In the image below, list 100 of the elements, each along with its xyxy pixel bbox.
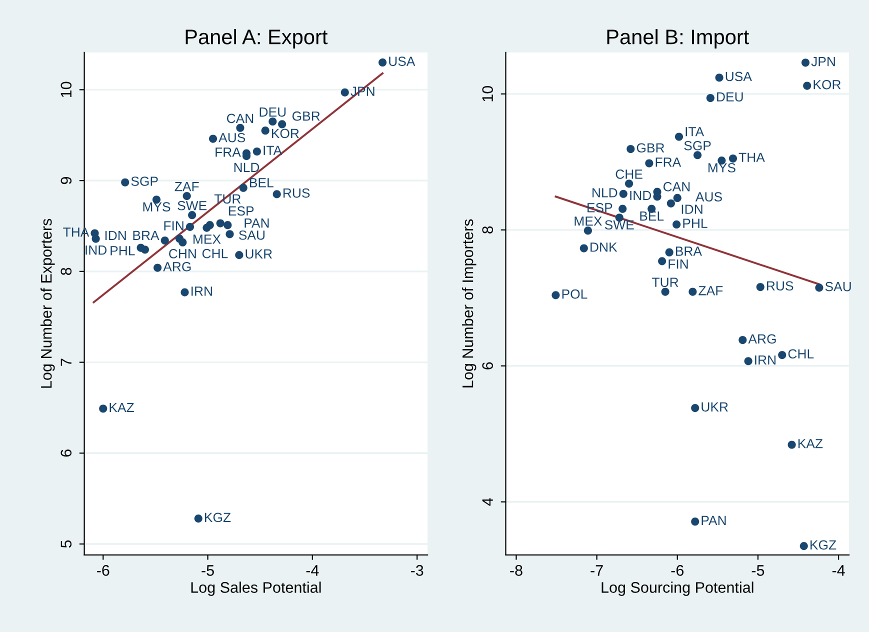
point bbox=[552, 291, 560, 300]
point bbox=[691, 404, 700, 412]
point bbox=[619, 190, 628, 198]
point bbox=[626, 144, 635, 154]
point bbox=[728, 154, 738, 163]
x-tick-label: -4 bbox=[832, 565, 845, 576]
point bbox=[154, 264, 162, 272]
data-label: IRN bbox=[192, 286, 212, 296]
y-tick-label: 8 bbox=[482, 226, 494, 234]
point bbox=[800, 542, 808, 550]
point bbox=[618, 204, 627, 213]
data-label: FRA bbox=[656, 158, 682, 167]
x-tick-label: -7 bbox=[590, 565, 603, 576]
point bbox=[584, 226, 592, 235]
x-tick-label: -4 bbox=[306, 565, 319, 576]
point bbox=[216, 219, 224, 228]
point bbox=[691, 518, 700, 526]
point bbox=[693, 151, 702, 160]
x-axis-title: Log Sourcing Potential bbox=[602, 582, 754, 596]
point bbox=[673, 194, 682, 202]
point bbox=[92, 234, 100, 243]
chart-title: Panel B: Import bbox=[607, 29, 750, 48]
point bbox=[738, 336, 747, 344]
data-label: KGZ bbox=[205, 512, 231, 522]
point bbox=[815, 284, 824, 292]
data-label: ARG bbox=[163, 262, 191, 272]
point bbox=[580, 244, 588, 252]
data-label: TUR bbox=[652, 278, 678, 287]
data-label: MEX bbox=[574, 216, 602, 226]
data-label: KOR bbox=[814, 80, 841, 90]
point bbox=[661, 288, 670, 296]
data-label: SWE bbox=[178, 200, 207, 210]
data-label: KGZ bbox=[810, 540, 836, 550]
data-label: SGP bbox=[684, 140, 711, 150]
y-axis-title: Log Number of Importers bbox=[462, 219, 476, 388]
point bbox=[744, 357, 752, 366]
point bbox=[803, 82, 812, 90]
data-label: DEU bbox=[260, 108, 286, 117]
data-label: ZAF bbox=[174, 182, 199, 192]
data-label: NLD bbox=[592, 188, 618, 198]
point bbox=[272, 190, 281, 198]
x-tick-label: -5 bbox=[752, 565, 764, 576]
point bbox=[186, 222, 194, 231]
data-label: CHL bbox=[202, 248, 228, 258]
data-label: IND bbox=[630, 190, 652, 200]
y-tick-label: 6 bbox=[60, 450, 72, 457]
point bbox=[239, 184, 248, 192]
x-tick-label: -6 bbox=[671, 565, 684, 576]
data-label: DNK bbox=[590, 242, 618, 252]
point bbox=[278, 120, 286, 128]
data-label: GBR bbox=[292, 111, 320, 121]
data-label: ITA bbox=[686, 127, 704, 136]
point bbox=[778, 350, 786, 360]
point bbox=[160, 236, 169, 245]
data-label: PAN bbox=[244, 218, 269, 228]
point bbox=[236, 124, 244, 132]
data-label: USA bbox=[389, 56, 416, 66]
point bbox=[178, 238, 187, 246]
data-label: MYS bbox=[708, 163, 736, 172]
point bbox=[378, 58, 387, 66]
data-label: AUS bbox=[218, 132, 246, 142]
data-label: AUS bbox=[695, 192, 722, 202]
x-axis-title: Log Sales Potential bbox=[191, 582, 321, 596]
data-label: PHL bbox=[110, 246, 135, 256]
data-label: DEU bbox=[717, 92, 743, 102]
point bbox=[99, 404, 108, 413]
point bbox=[208, 134, 218, 143]
point bbox=[672, 220, 681, 229]
data-label: KOR bbox=[272, 128, 299, 138]
data-label: USA bbox=[726, 72, 752, 82]
data-label: CHL bbox=[788, 349, 814, 359]
data-label: BRA bbox=[133, 230, 160, 240]
point bbox=[340, 88, 349, 96]
point bbox=[658, 257, 666, 266]
point bbox=[674, 132, 684, 141]
data-label: ESP bbox=[229, 206, 254, 216]
y-tick-label: 9 bbox=[60, 177, 72, 184]
data-label: SAU bbox=[825, 282, 851, 292]
y-tick-label: 5 bbox=[60, 540, 72, 548]
x-tick-label: -3 bbox=[410, 565, 424, 576]
data-label: SAU bbox=[238, 230, 265, 240]
y-tick-label: 8 bbox=[60, 268, 72, 276]
point bbox=[715, 74, 724, 82]
data-label: MYS bbox=[143, 202, 170, 212]
point bbox=[226, 230, 234, 238]
data-label: FRA bbox=[216, 148, 241, 157]
point bbox=[261, 126, 270, 135]
x-tick-label: -5 bbox=[202, 565, 214, 576]
data-label: MEX bbox=[194, 234, 221, 244]
point bbox=[801, 58, 810, 67]
point bbox=[665, 248, 674, 256]
point bbox=[645, 159, 654, 168]
point bbox=[121, 178, 130, 186]
y-tick-label: 10 bbox=[482, 86, 494, 102]
data-label: UKR bbox=[246, 249, 272, 259]
data-label: IND bbox=[86, 246, 107, 255]
data-label: GBR bbox=[636, 143, 664, 153]
point bbox=[788, 440, 796, 449]
y-tick-label: 4 bbox=[482, 498, 493, 506]
point bbox=[666, 199, 675, 208]
